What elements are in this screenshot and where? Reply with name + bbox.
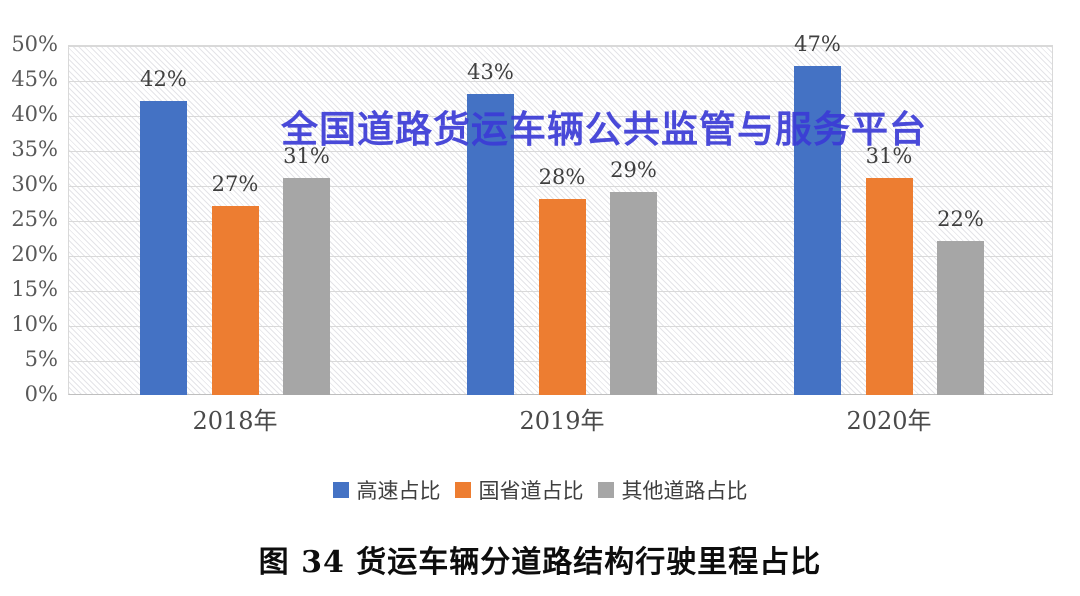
bar-s1-c0 xyxy=(211,206,259,395)
x-label-1: 2018年 xyxy=(192,407,278,435)
y-tick-0: 0% xyxy=(24,382,58,406)
bar-s1-c1 xyxy=(538,199,586,395)
bar-s2-c0 xyxy=(283,178,330,395)
data-label-s1-c0: 27% xyxy=(211,172,259,196)
y-tick-25: 25% xyxy=(11,207,58,231)
data-label-s2-c0: 31% xyxy=(283,144,330,168)
y-tick-50: 50% xyxy=(11,32,58,56)
chart-legend: 高速占比 国省道占比 其他道路占比 xyxy=(0,475,1080,505)
data-label-s1-c2: 31% xyxy=(865,144,913,168)
legend-swatch-0 xyxy=(332,482,349,498)
x-label-2: 2019年 xyxy=(519,407,605,435)
figure-caption: 图 34 货运车辆分道路结构行驶里程占比 xyxy=(258,545,822,580)
data-label-s1-c1: 28% xyxy=(538,165,586,189)
x-label-3: 2020年 xyxy=(846,407,932,435)
data-label-s2-c1: 29% xyxy=(610,158,657,182)
y-tick-45: 45% xyxy=(11,67,58,91)
y-tick-40: 40% xyxy=(11,102,58,126)
y-tick-10: 10% xyxy=(11,312,58,336)
bar-s0-c1 xyxy=(467,94,514,395)
legend-swatch-2 xyxy=(597,482,614,498)
data-label-s0-c0: 42% xyxy=(140,67,187,91)
y-tick-30: 30% xyxy=(11,172,58,196)
y-tick-15: 15% xyxy=(11,277,58,301)
y-tick-5: 5% xyxy=(24,347,58,371)
legend-item-2: 其他道路占比 xyxy=(597,475,748,505)
legend-swatch-1 xyxy=(454,482,471,498)
data-label-s0-c1: 43% xyxy=(467,60,514,84)
legend-label-0: 高速占比 xyxy=(356,479,441,503)
bar-s2-c1 xyxy=(610,192,657,395)
data-label-s0-c2: 47% xyxy=(794,32,841,56)
y-tick-35: 35% xyxy=(11,137,58,161)
bar-s0-c0 xyxy=(140,101,187,395)
data-label-s2-c2: 22% xyxy=(937,207,984,231)
legend-label-1: 国省道占比 xyxy=(478,479,584,503)
legend-item-0: 高速占比 xyxy=(332,475,441,505)
y-tick-20: 20% xyxy=(11,242,58,266)
legend-label-2: 其他道路占比 xyxy=(621,479,748,503)
bar-s0-c2 xyxy=(794,66,841,395)
legend-item-1: 国省道占比 xyxy=(454,475,584,505)
watermark-text: 全国道路货运车辆公共监管与服务平台 xyxy=(281,108,927,151)
bar-s2-c2 xyxy=(937,241,984,395)
bar-s1-c2 xyxy=(865,178,913,395)
